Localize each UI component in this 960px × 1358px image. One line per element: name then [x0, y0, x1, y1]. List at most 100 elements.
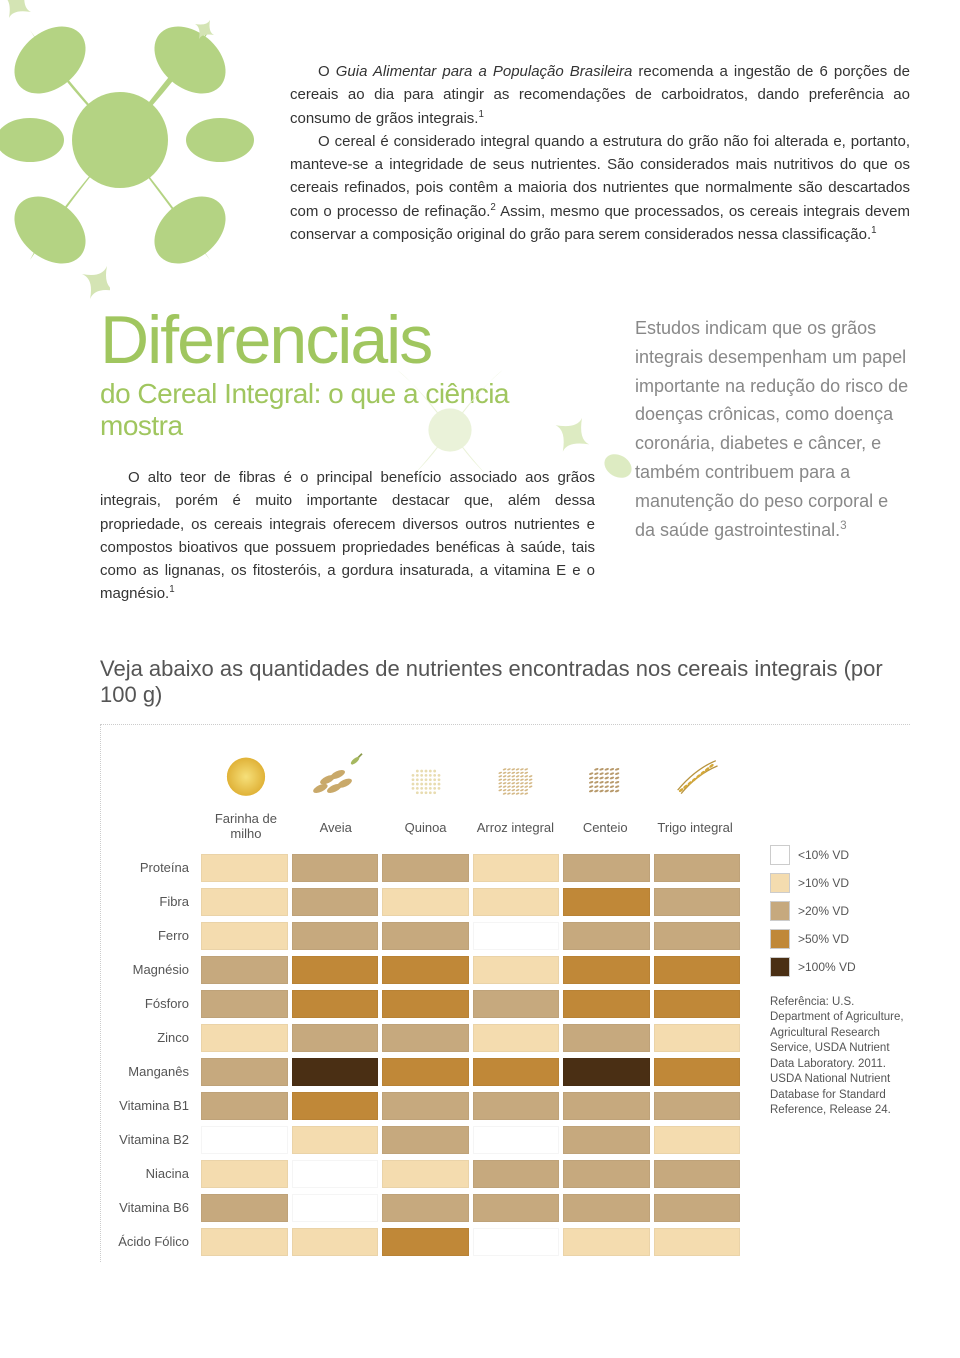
column-header: Quinoa — [381, 748, 471, 842]
heatmap-cell — [201, 956, 288, 984]
row-label: Fibra — [101, 894, 201, 909]
heatmap-cell — [473, 922, 560, 950]
heatmap-cell — [654, 1160, 741, 1188]
legend-item: >20% VD — [770, 901, 910, 921]
heatmap-cell — [563, 990, 650, 1018]
row-label: Fósforo — [101, 996, 201, 1011]
heatmap-row: Ferro — [101, 922, 740, 950]
heatmap-cell — [382, 1228, 469, 1256]
heatmap-cell — [292, 888, 379, 916]
heatmap-cell — [563, 1194, 650, 1222]
column-label: Quinoa — [381, 814, 471, 842]
heatmap-cell — [382, 1092, 469, 1120]
legend-label: >20% VD — [798, 904, 849, 918]
heatmap-cell — [563, 1228, 650, 1256]
legend-item: <10% VD — [770, 845, 910, 865]
heatmap-cell — [654, 1194, 741, 1222]
heatmap-cell — [563, 1160, 650, 1188]
heatmap-cell — [563, 1058, 650, 1086]
heatmap-cell — [292, 1228, 379, 1256]
legend-swatch — [770, 929, 790, 949]
heatmap-cell — [654, 1092, 741, 1120]
heatmap-row: Vitamina B2 — [101, 1126, 740, 1154]
heatmap-cell — [382, 888, 469, 916]
heatmap-cell — [201, 990, 288, 1018]
legend-label: >100% VD — [798, 960, 856, 974]
heatmap-cell — [563, 1024, 650, 1052]
grain-icon — [201, 745, 291, 805]
heatmap-cell — [382, 1126, 469, 1154]
column-label: Trigo integral — [650, 814, 740, 842]
heatmap-cell — [292, 956, 379, 984]
column-label: Farinha de milho — [201, 811, 291, 842]
column-label: Arroz integral — [470, 814, 560, 842]
deco-shape-1 — [0, 0, 270, 300]
row-label: Zinco — [101, 1030, 201, 1045]
legend-item: >10% VD — [770, 873, 910, 893]
heatmap-cell — [473, 888, 560, 916]
nutrition-heatmap: Farinha de milhoAveiaQuinoaArroz integra… — [101, 745, 740, 1262]
row-label: Vitamina B2 — [101, 1132, 201, 1147]
row-label: Ácido Fólico — [101, 1234, 201, 1249]
heatmap-cell — [563, 888, 650, 916]
section-aside: Estudos indicam que os grãos integrais d… — [635, 306, 910, 606]
heatmap-cell — [201, 1126, 288, 1154]
heatmap-row: Proteína — [101, 854, 740, 882]
heatmap-cell — [292, 1126, 379, 1154]
heatmap-cell — [654, 922, 741, 950]
heatmap-cell — [201, 1058, 288, 1086]
heatmap-cell — [382, 922, 469, 950]
heatmap-cell — [382, 1194, 469, 1222]
heatmap-cell — [654, 1058, 741, 1086]
row-label: Vitamina B1 — [101, 1098, 201, 1113]
row-label: Proteína — [101, 860, 201, 875]
heatmap-cell — [201, 922, 288, 950]
row-label: Magnésio — [101, 962, 201, 977]
heatmap-cell — [292, 1058, 379, 1086]
heatmap-cell — [382, 1160, 469, 1188]
heatmap-cell — [473, 854, 560, 882]
heatmap-cell — [201, 1228, 288, 1256]
heatmap-cell — [654, 888, 741, 916]
grain-icon — [650, 748, 740, 808]
legend-reference: Referência: U.S. Department of Agricultu… — [770, 995, 910, 1119]
heatmap-header: Farinha de milhoAveiaQuinoaArroz integra… — [201, 745, 740, 842]
heatmap-cell — [473, 990, 560, 1018]
heatmap-row: Vitamina B6 — [101, 1194, 740, 1222]
heatmap-cell — [473, 956, 560, 984]
legend-swatch — [770, 845, 790, 865]
heatmap-row: Fósforo — [101, 990, 740, 1018]
heatmap-cell — [292, 1024, 379, 1052]
heatmap-row: Niacina — [101, 1160, 740, 1188]
heatmap-row: Magnésio — [101, 956, 740, 984]
deco-shape-3 — [378, 358, 642, 502]
heatmap-cell — [292, 1160, 379, 1188]
legend-item: >50% VD — [770, 929, 910, 949]
heatmap-cell — [654, 1024, 741, 1052]
heatmap-cell — [201, 1160, 288, 1188]
column-header: Trigo integral — [650, 748, 740, 842]
heatmap-cell — [292, 990, 379, 1018]
column-label: Aveia — [291, 814, 381, 842]
heatmap-row: Ácido Fólico — [101, 1228, 740, 1256]
column-header: Aveia — [291, 748, 381, 842]
heatmap-cell — [473, 1092, 560, 1120]
heatmap-cell — [292, 1092, 379, 1120]
grain-icon — [560, 748, 650, 808]
heatmap-cell — [654, 1126, 741, 1154]
heatmap-row: Manganês — [101, 1058, 740, 1086]
intro-para-1: O Guia Alimentar para a População Brasil… — [290, 60, 910, 130]
heatmap-row: Zinco — [101, 1024, 740, 1052]
heatmap-cell — [654, 956, 741, 984]
heatmap-cell — [201, 888, 288, 916]
heatmap-cell — [563, 922, 650, 950]
heatmap-cell — [292, 854, 379, 882]
heatmap-row: Vitamina B1 — [101, 1092, 740, 1120]
heatmap-cell — [201, 1092, 288, 1120]
legend-swatch — [770, 873, 790, 893]
deco-shape-2 — [60, 260, 110, 310]
heatmap-cell — [654, 1228, 741, 1256]
legend-swatch — [770, 957, 790, 977]
table-title: Veja abaixo as quantidades de nutrientes… — [100, 656, 910, 708]
legend-label: <10% VD — [798, 848, 849, 862]
